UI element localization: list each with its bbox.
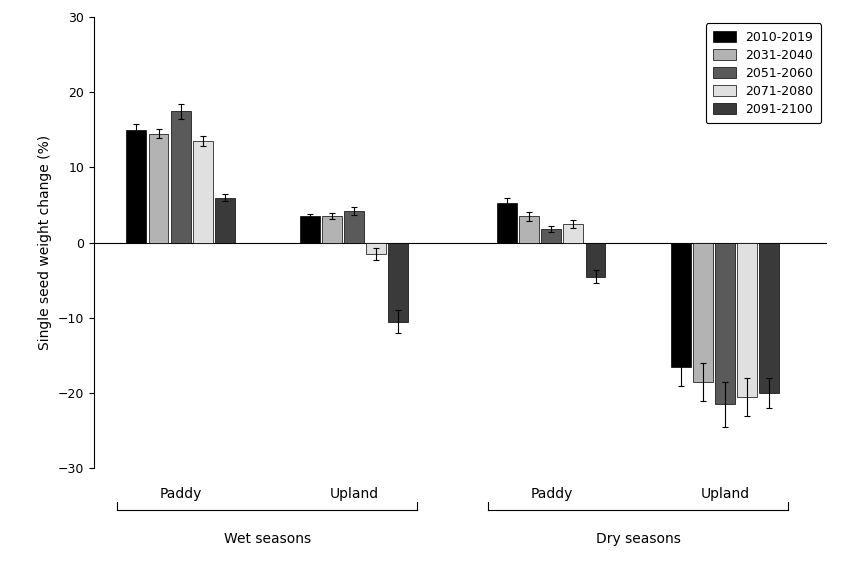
Bar	[193, 141, 212, 243]
Bar	[322, 216, 342, 243]
Bar	[148, 134, 168, 243]
Bar	[692, 243, 712, 382]
Bar	[300, 216, 320, 243]
Text: Wet seasons: Wet seasons	[223, 532, 311, 546]
Bar	[714, 243, 734, 404]
Text: Dry seasons: Dry seasons	[595, 532, 680, 546]
Bar	[519, 216, 538, 243]
Text: Upland: Upland	[329, 487, 378, 501]
Bar	[758, 243, 778, 393]
Bar	[584, 243, 605, 276]
Bar	[170, 111, 190, 243]
Bar	[736, 243, 756, 397]
Y-axis label: Single seed weight change (%): Single seed weight change (%)	[38, 135, 52, 350]
Bar	[366, 243, 386, 254]
Bar	[670, 243, 690, 367]
Text: Paddy: Paddy	[159, 487, 202, 501]
Text: Upland: Upland	[699, 487, 749, 501]
Bar	[541, 229, 561, 243]
Bar	[215, 198, 234, 243]
Bar	[563, 224, 583, 243]
Bar	[497, 203, 516, 243]
Bar	[388, 243, 408, 321]
Legend: 2010-2019, 2031-2040, 2051-2060, 2071-2080, 2091-2100: 2010-2019, 2031-2040, 2051-2060, 2071-20…	[705, 23, 820, 123]
Bar	[344, 211, 364, 243]
Bar	[126, 130, 147, 243]
Text: Paddy: Paddy	[530, 487, 572, 501]
